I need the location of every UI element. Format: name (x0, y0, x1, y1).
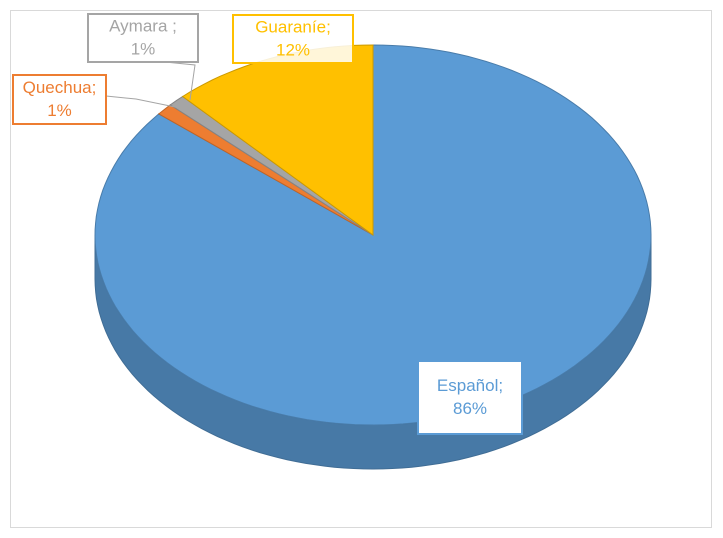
label-value: 86% (453, 399, 487, 418)
label-box (417, 360, 523, 435)
data-labels: Español; 86% Quechua; 1% Aymara ; 1% Guaraníe;… (12, 13, 523, 435)
leader-line (105, 95, 181, 109)
label-box (87, 13, 199, 63)
label-category: Guaraníe; (255, 17, 331, 36)
pie-tops (94, 44, 652, 426)
label-category: Español; (437, 376, 503, 395)
label-box (12, 74, 107, 125)
label-value: 1% (131, 39, 156, 58)
label-value: 1% (47, 101, 72, 120)
label-value: 12% (276, 40, 310, 59)
label-box (232, 14, 354, 64)
label-category: Quechua; (23, 78, 97, 97)
label-category: Aymara ; (109, 16, 177, 35)
